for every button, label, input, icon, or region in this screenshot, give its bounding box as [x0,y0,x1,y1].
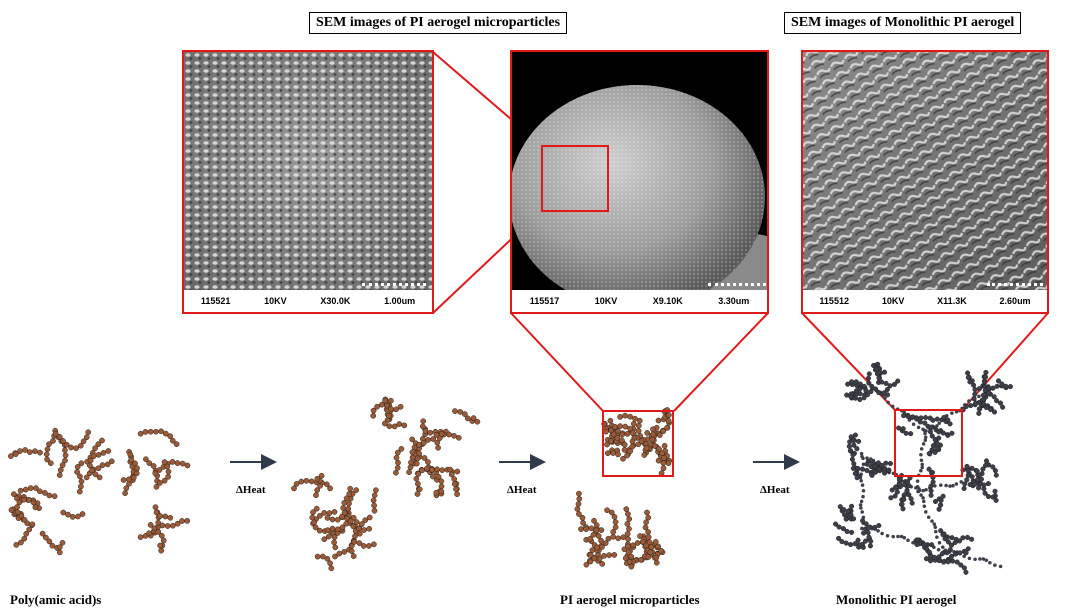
sem-voltage: 10KV [881,296,905,306]
bead-cluster [913,528,975,575]
title-monolithic: SEM images of Monolithic PI aerogel [784,12,1022,34]
bead-cluster [574,490,666,570]
bead-chain [916,489,948,552]
bead-cluster [846,432,893,481]
bead-cluster [370,396,481,499]
sem-scale: 3.30um [718,296,750,306]
bead-cluster [833,503,882,550]
bead-cluster [888,466,946,512]
sem-magnification: X9.10K [652,296,683,306]
bead-cluster [896,412,955,457]
cluster-highlight-square [894,409,963,477]
sem-image-particle: 115517 10KV X9.10K 3.30um [510,50,769,314]
sem-magnification: X11.3K [937,296,967,306]
bead-cluster [291,472,379,572]
sem-info-bar: 115517 10KV X9.10K 3.30um [512,290,767,312]
sem-texture-zoom [184,52,432,290]
scale-bar [708,283,766,286]
sem-info-bar: 115512 10KV X11.3K 2.60um [803,290,1047,312]
sem-texture-monolith [803,52,1047,290]
sem-voltage: 10KV [264,296,287,306]
scale-bar [987,283,1043,286]
sem-info-bar: 115521 10KV X30.0K 1.00um [184,290,432,312]
bead-cluster [844,361,901,403]
sem-magnification: X30.0K [320,296,351,306]
bead-cluster [601,407,673,477]
cluster-highlight-square [602,410,674,477]
bead-cluster [960,369,1013,416]
sem-texture-particle [512,52,767,290]
stage-label-microparticles: PI aerogel microparticles [560,592,700,607]
stage-label-paa: Poly(amic acid)s [10,592,102,607]
sem-id: 115512 [819,296,849,306]
sem-id: 115517 [529,296,560,306]
sem-voltage: 10KV [594,296,618,306]
bead-cluster [960,458,999,503]
sem-image-zoom: 115521 10KV X30.0K 1.00um [182,50,434,314]
sem-id: 115521 [200,296,231,306]
heat-label-3: ΔHeat [760,484,790,496]
title-microparticles: SEM images of PI aerogel microparticles [309,12,568,34]
zoom-region-square [541,145,609,212]
bead-cluster [8,427,191,556]
stage-label-monolithic: Monolithic PI aerogel [836,592,957,607]
heat-label-1: ΔHeat [236,484,266,496]
sem-scale: 1.00um [384,296,416,306]
sem-image-monolith: 115512 10KV X11.3K 2.60um [801,50,1049,314]
scale-bar [362,283,426,286]
sem-scale: 2.60um [999,296,1031,306]
heat-label-2: ΔHeat [507,484,537,496]
